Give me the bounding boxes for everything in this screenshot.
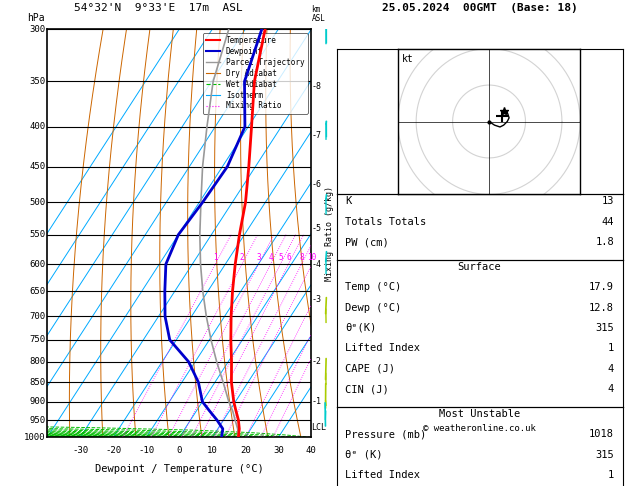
Text: hPa: hPa — [27, 13, 45, 23]
Text: 750: 750 — [30, 335, 46, 345]
Text: 550: 550 — [30, 230, 46, 239]
Text: 400: 400 — [30, 122, 46, 131]
Text: 5: 5 — [278, 253, 282, 262]
Text: 17.9: 17.9 — [589, 282, 614, 292]
Text: Temp (°C): Temp (°C) — [345, 282, 401, 292]
Text: 1018: 1018 — [589, 429, 614, 439]
Text: Lifted Index: Lifted Index — [345, 344, 420, 353]
Text: -10: -10 — [138, 446, 154, 454]
Text: 12.8: 12.8 — [589, 303, 614, 312]
Text: 3: 3 — [256, 253, 261, 262]
Text: 40: 40 — [306, 446, 317, 454]
Text: Surface: Surface — [458, 262, 501, 272]
Legend: Temperature, Dewpoint, Parcel Trajectory, Dry Adiabat, Wet Adiabat, Isotherm, Mi: Temperature, Dewpoint, Parcel Trajectory… — [203, 33, 308, 114]
Text: K: K — [345, 196, 352, 207]
Text: Mixing Ratio (g/kg): Mixing Ratio (g/kg) — [325, 186, 335, 281]
Text: 25.05.2024  00GMT  (Base: 18): 25.05.2024 00GMT (Base: 18) — [382, 3, 577, 13]
Text: 700: 700 — [30, 312, 46, 321]
Text: 1.8: 1.8 — [596, 237, 614, 247]
Text: 10: 10 — [207, 446, 218, 454]
Text: -30: -30 — [72, 446, 88, 454]
Text: -7: -7 — [311, 131, 321, 139]
Text: 6: 6 — [286, 253, 291, 262]
Text: 500: 500 — [30, 198, 46, 207]
Text: Lifted Index: Lifted Index — [345, 470, 420, 480]
Text: 1: 1 — [213, 253, 218, 262]
Text: 1: 1 — [608, 470, 614, 480]
Text: Dewpoint / Temperature (°C): Dewpoint / Temperature (°C) — [95, 464, 264, 474]
Text: 950: 950 — [30, 416, 46, 424]
Text: 0: 0 — [177, 446, 182, 454]
Text: 1: 1 — [608, 344, 614, 353]
Text: Most Unstable: Most Unstable — [439, 409, 520, 419]
Text: 4: 4 — [608, 364, 614, 374]
Text: θᵉ (K): θᵉ (K) — [345, 450, 382, 460]
Text: PW (cm): PW (cm) — [345, 237, 389, 247]
Text: -5: -5 — [311, 224, 321, 233]
Text: 315: 315 — [596, 450, 614, 460]
Text: -1: -1 — [311, 397, 321, 406]
Text: 4: 4 — [269, 253, 273, 262]
Text: 800: 800 — [30, 357, 46, 366]
Text: 10: 10 — [308, 253, 316, 262]
Text: 8: 8 — [299, 253, 304, 262]
Text: 315: 315 — [596, 323, 614, 333]
Text: -4: -4 — [311, 260, 321, 269]
Text: -2: -2 — [311, 357, 321, 366]
Text: 900: 900 — [30, 397, 46, 406]
Text: 350: 350 — [30, 77, 46, 86]
Text: Pressure (mb): Pressure (mb) — [345, 429, 426, 439]
Text: © weatheronline.co.uk: © weatheronline.co.uk — [423, 424, 536, 434]
Text: 850: 850 — [30, 378, 46, 387]
Text: 2: 2 — [240, 253, 244, 262]
Text: 300: 300 — [30, 25, 46, 34]
Text: 54°32'N  9°33'E  17m  ASL: 54°32'N 9°33'E 17m ASL — [74, 3, 243, 13]
Text: 1000: 1000 — [25, 433, 46, 442]
Text: 44: 44 — [601, 217, 614, 227]
Text: km
ASL: km ASL — [311, 5, 325, 23]
Text: 30: 30 — [273, 446, 284, 454]
Text: CAPE (J): CAPE (J) — [345, 364, 395, 374]
Text: -8: -8 — [311, 82, 321, 91]
Text: Dewp (°C): Dewp (°C) — [345, 303, 401, 312]
Text: -6: -6 — [311, 180, 321, 190]
Text: 450: 450 — [30, 162, 46, 171]
Text: LCL: LCL — [311, 422, 326, 432]
Text: 650: 650 — [30, 287, 46, 296]
Text: 600: 600 — [30, 260, 46, 269]
Text: 20: 20 — [240, 446, 251, 454]
Text: Totals Totals: Totals Totals — [345, 217, 426, 227]
Text: kt: kt — [401, 54, 413, 65]
Text: 4: 4 — [608, 384, 614, 394]
Text: θᵉ(K): θᵉ(K) — [345, 323, 376, 333]
Text: -3: -3 — [311, 295, 321, 304]
Text: 13: 13 — [601, 196, 614, 207]
Text: CIN (J): CIN (J) — [345, 384, 389, 394]
Text: -20: -20 — [105, 446, 121, 454]
